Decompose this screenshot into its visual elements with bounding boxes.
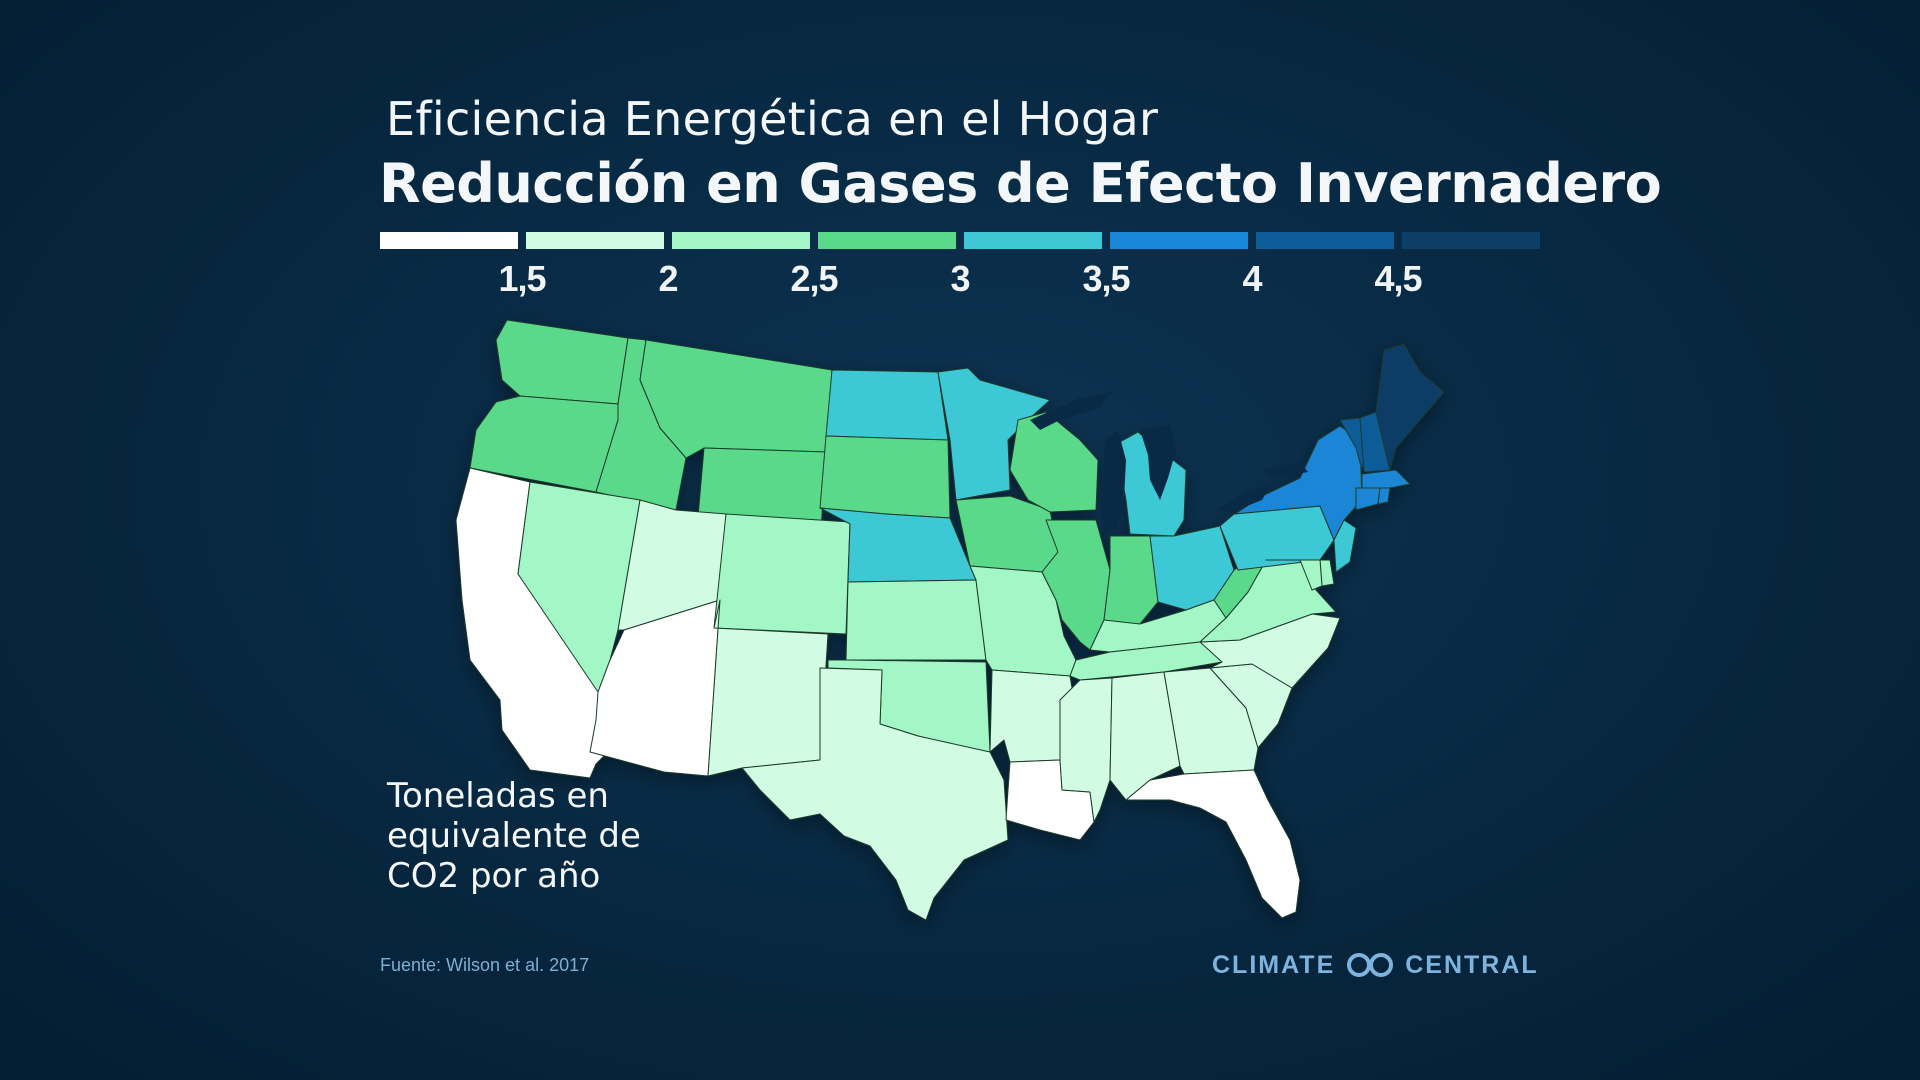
- great-lakes: [1030, 392, 1308, 530]
- climate-central-logo-icon: [1347, 953, 1394, 977]
- legend-swatch: [818, 232, 956, 249]
- state-nj: [1333, 519, 1357, 573]
- unit-label: Toneladas en equivalente de CO2 por año: [387, 776, 641, 896]
- lake-superior: [1030, 392, 1112, 430]
- legend-swatch: [1110, 232, 1248, 249]
- state-wi: [1009, 411, 1099, 513]
- legend-swatch: [672, 232, 810, 249]
- lake-huron: [1140, 425, 1176, 500]
- legend-tick-label: 2: [658, 258, 678, 299]
- legend-tick-label: 1,5: [498, 258, 546, 299]
- lake-ontario: [1262, 462, 1308, 478]
- climate-central-brand: CLIMATE CENTRAL: [1212, 950, 1540, 980]
- legend-swatch: [1256, 232, 1394, 249]
- legend-swatch: [964, 232, 1102, 249]
- brand-left-word: CLIMATE: [1212, 950, 1336, 979]
- legend-swatch: [1402, 232, 1540, 249]
- lake-michigan: [1100, 430, 1126, 530]
- map-subtitle: Reducción en Gases de Efecto Invernadero: [379, 152, 1662, 215]
- legend-tick-label: 3: [950, 258, 970, 299]
- legend-tick-label: 4: [1242, 258, 1262, 299]
- legend-tick-label: 4,5: [1374, 258, 1422, 299]
- state-ny: [1233, 425, 1363, 541]
- state-ri: [1377, 487, 1391, 505]
- state-me: [1375, 343, 1445, 471]
- state-ks: [845, 579, 987, 661]
- state-tx: [741, 667, 1009, 921]
- legend-tick-label: 2,5: [790, 258, 838, 299]
- state-nd: [825, 369, 949, 441]
- state-in: [1103, 535, 1159, 627]
- state-fl: [1125, 769, 1301, 919]
- legend-swatch: [380, 232, 518, 249]
- state-ma: [1361, 469, 1411, 489]
- state-ms: [1059, 677, 1113, 823]
- lake-erie: [1218, 486, 1270, 512]
- state-il: [1041, 519, 1111, 651]
- map-title: Eficiencia Energética en el Hogar: [386, 92, 1159, 146]
- color-legend: [380, 232, 1540, 252]
- state-co: [713, 513, 851, 635]
- state-wa: [495, 319, 629, 405]
- legend-tick-label: 3,5: [1082, 258, 1130, 299]
- legend-swatch: [526, 232, 664, 249]
- state-ct: [1355, 487, 1381, 511]
- state-md: [1265, 559, 1323, 591]
- state-sd: [819, 435, 951, 519]
- source-credit: Fuente: Wilson et al. 2017: [380, 955, 590, 975]
- brand-right-word: CENTRAL: [1405, 950, 1539, 979]
